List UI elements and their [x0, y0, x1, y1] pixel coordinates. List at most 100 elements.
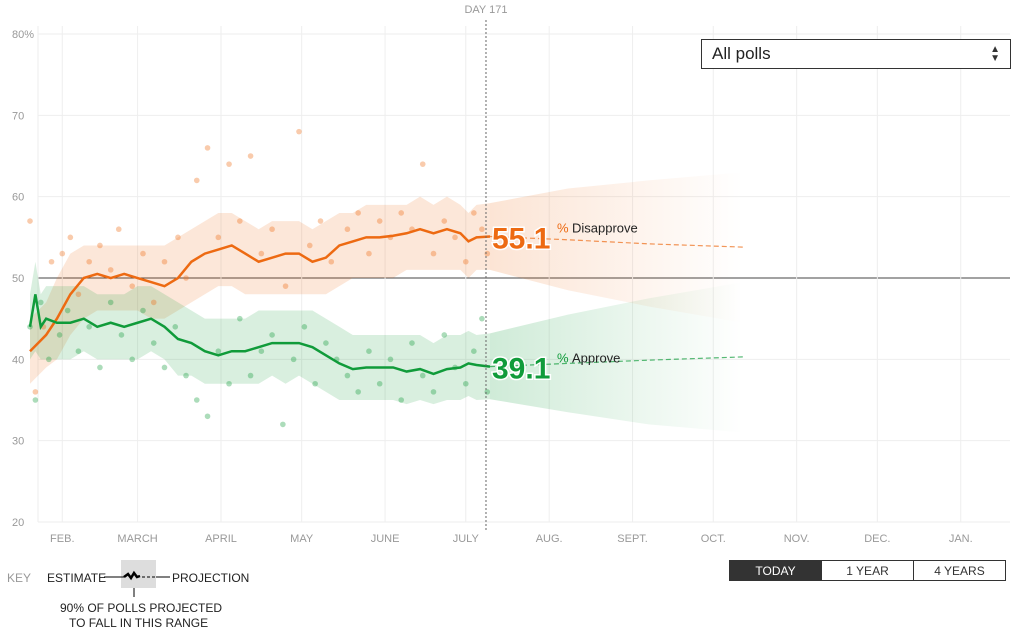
- disapprove-poll-dot: [479, 226, 485, 233]
- approve-poll-dot: [193, 397, 200, 403]
- x-tick-label: JAN.: [949, 533, 973, 545]
- y-tick-label: 60: [12, 192, 24, 204]
- approve-poll-dot: [387, 356, 394, 363]
- key-range-note-2: TO FALL IN THIS RANGE: [69, 616, 209, 630]
- approve-poll-dot: [301, 324, 308, 330]
- approve-poll-dot: [204, 413, 211, 420]
- disapprove-poll-dot: [86, 258, 92, 265]
- approve-poll-dot: [86, 324, 92, 330]
- range-1-year-button[interactable]: 1 YEAR: [821, 560, 914, 581]
- approve-poll-dot: [312, 380, 318, 387]
- range-4-years-button[interactable]: 4 YEARS: [913, 560, 1006, 581]
- key-range-note-1: 90% OF POLLS PROJECTED: [60, 601, 223, 615]
- approve-label: Approve: [572, 351, 620, 366]
- disapprove-poll-dot: [366, 250, 372, 257]
- x-tick-label: JULY: [453, 533, 480, 545]
- disapprove-poll-dot: [306, 242, 313, 249]
- disapprove-poll-dot: [161, 258, 168, 265]
- percent-sign: %: [557, 351, 569, 366]
- disapprove-band: [30, 196, 490, 384]
- approve-poll-dot: [32, 397, 39, 403]
- disapprove-poll-dot: [258, 250, 265, 257]
- y-tick-label: 80%: [12, 29, 34, 41]
- poll-filter-value: All polls: [712, 44, 771, 63]
- disapprove-poll-dot: [183, 275, 189, 281]
- disapprove-poll-dot: [150, 299, 157, 306]
- range-today-button[interactable]: TODAY: [729, 560, 822, 581]
- approve-poll-dot: [479, 315, 485, 322]
- approve-final-value: 39.1: [492, 353, 550, 386]
- approve-poll-dot: [344, 372, 351, 379]
- approve-poll-dot: [247, 372, 254, 379]
- approve-estimate-line: [28, 294, 491, 376]
- disapprove-poll-dot: [97, 242, 103, 249]
- disapprove-poll-dot: [129, 283, 136, 289]
- disapprove-poll-dot: [193, 177, 200, 184]
- approve-poll-dot: [64, 307, 71, 314]
- disapprove-poll-dot: [247, 153, 254, 159]
- approve-poll-dot: [56, 332, 63, 338]
- approve-poll-dot: [183, 372, 189, 379]
- approve-poll-dot: [409, 340, 415, 346]
- percent-sign: %: [557, 221, 569, 236]
- x-tick-label: NOV.: [784, 533, 810, 545]
- y-tick-label: 20: [12, 517, 24, 529]
- x-tick-label: SEPT.: [617, 533, 648, 545]
- approve-poll-dot: [161, 364, 168, 371]
- approve-poll-dot: [280, 421, 286, 428]
- disapprove-poll-dot: [471, 210, 477, 216]
- approve-poll-dot: [419, 372, 426, 379]
- approve-poll-dot: [75, 348, 82, 355]
- x-tick-label: APRIL: [205, 533, 237, 545]
- disapprove-poll-dot: [27, 218, 33, 224]
- disapprove-poll-dot: [296, 128, 302, 135]
- disapprove-poll-dot: [452, 234, 458, 241]
- disapprove-poll-dot: [328, 258, 335, 265]
- y-tick-label: 70: [12, 110, 24, 122]
- disapprove-poll-dot: [269, 226, 275, 233]
- disapprove-poll-dot: [107, 267, 114, 273]
- disapprove-poll-dot: [282, 283, 289, 289]
- approve-poll-dot: [471, 348, 477, 355]
- disapprove-poll-dot: [355, 210, 361, 216]
- disapprove-poll-dot: [344, 226, 351, 233]
- x-tick-label: MAY: [290, 533, 314, 545]
- approve-poll-dot: [376, 380, 383, 387]
- approve-poll-dot: [97, 364, 103, 371]
- x-tick-label: JUNE: [371, 533, 400, 545]
- disapprove-poll-dot: [75, 291, 82, 298]
- y-tick-label: 40: [12, 354, 24, 366]
- disapprove-poll-dot: [115, 226, 122, 233]
- approve-poll-dot: [398, 397, 405, 403]
- approve-poll-dot: [430, 389, 437, 395]
- updown-arrows-icon: ▲ ▼: [990, 44, 1000, 64]
- disapprove-poll-dot: [376, 218, 383, 224]
- y-tick-label: 50: [12, 273, 24, 285]
- disapprove-poll-dot: [237, 218, 243, 224]
- approve-poll-dot: [226, 380, 232, 387]
- x-tick-label: MARCH: [117, 533, 157, 545]
- poll-filter-select[interactable]: All polls ▲ ▼: [701, 39, 1011, 69]
- disapprove-poll-dot: [48, 258, 55, 265]
- approve-poll-dot: [237, 315, 243, 322]
- x-tick-label: FEB.: [50, 533, 74, 545]
- approve-poll-dot: [323, 340, 329, 346]
- approve-poll-dot: [290, 356, 297, 363]
- disapprove-poll-dot: [419, 161, 426, 167]
- approve-poll-dot: [269, 332, 275, 338]
- approve-poll-dot: [462, 380, 469, 387]
- disapprove-poll-dot: [441, 218, 448, 224]
- key-projection: PROJECTION: [172, 571, 250, 585]
- x-tick-label: DEC.: [864, 533, 890, 545]
- disapprove-poll-dot: [317, 218, 324, 224]
- disapprove-estimate-line: [29, 227, 491, 353]
- approve-poll-dot: [118, 332, 125, 338]
- approve-poll-dot: [107, 299, 114, 306]
- approve-poll-dot: [355, 389, 361, 395]
- key-label: KEY: [7, 571, 32, 585]
- disapprove-projection-band: [489, 172, 743, 323]
- disapprove-label: Disapprove: [572, 221, 638, 236]
- disapprove-poll-dot: [32, 389, 39, 395]
- disapprove-poll-dot: [204, 145, 211, 151]
